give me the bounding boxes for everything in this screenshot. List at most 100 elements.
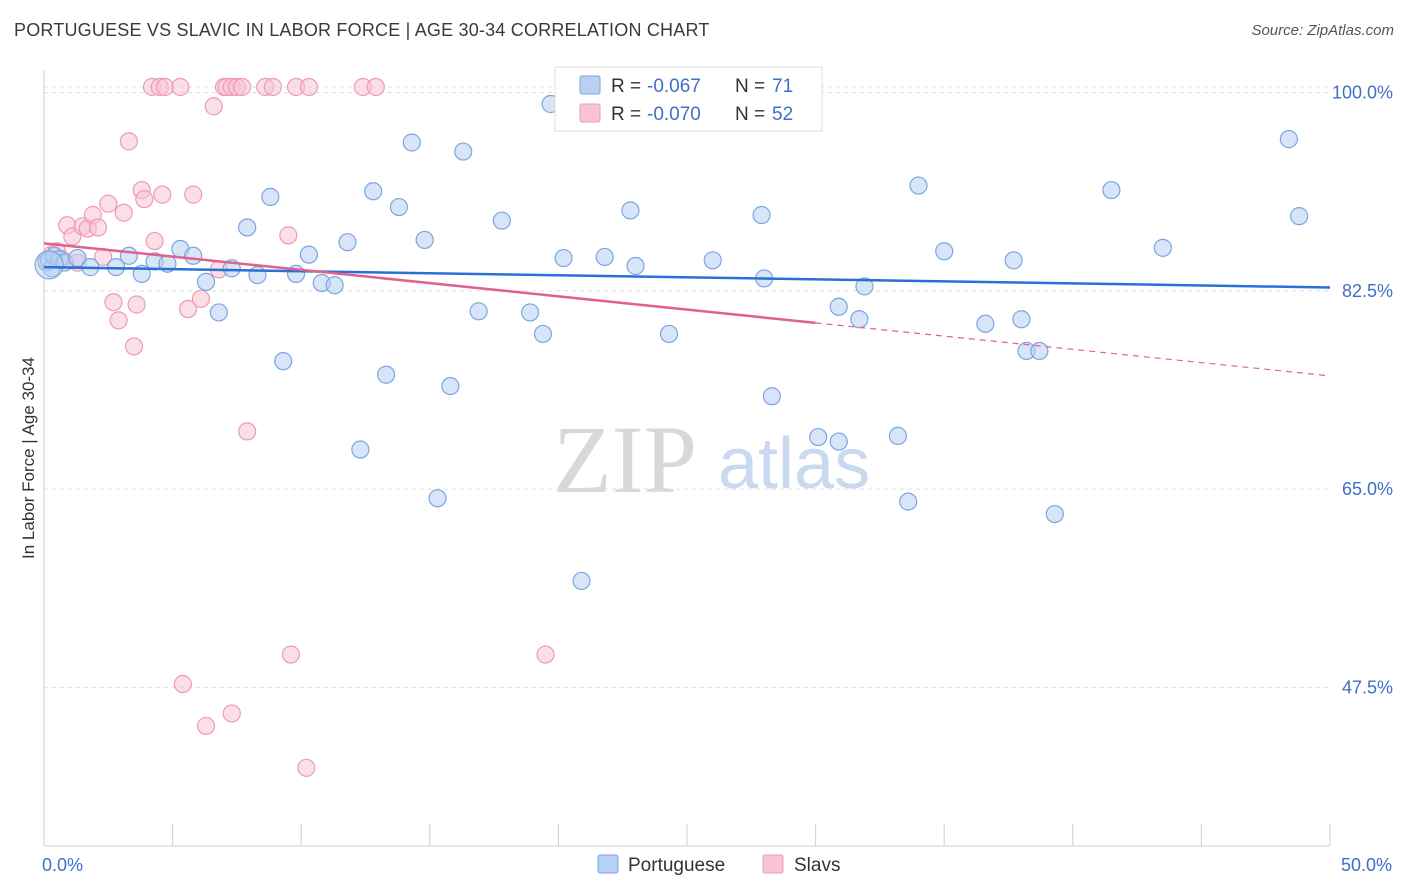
legend-r-value-portuguese: -0.067 xyxy=(647,76,701,97)
slavs-point xyxy=(238,422,257,441)
slavs-point xyxy=(145,231,164,251)
portuguese-swatch xyxy=(579,75,601,95)
slavs-point xyxy=(171,77,190,97)
portuguese-point xyxy=(184,246,203,265)
portuguese-point xyxy=(850,310,869,329)
portuguese-point xyxy=(626,256,645,276)
slavs-point xyxy=(109,311,128,330)
portuguese-point xyxy=(935,242,954,261)
y-tick-label: 65.0% xyxy=(1342,479,1393,499)
portuguese-point xyxy=(389,197,409,217)
portuguese-point xyxy=(899,492,918,511)
slavs-point xyxy=(99,194,118,213)
portuguese-point xyxy=(703,251,722,270)
trend-lines xyxy=(43,242,1331,377)
y-tick-label: 82.5% xyxy=(1342,281,1393,301)
portuguese-point xyxy=(752,205,771,225)
legend-portuguese-label: Portuguese xyxy=(628,855,725,876)
portuguese-point xyxy=(1012,310,1031,329)
slavs-point xyxy=(114,203,133,222)
slavs-swatch xyxy=(579,103,601,123)
slavs-point xyxy=(204,97,223,116)
slavs-point xyxy=(263,77,283,97)
portuguese-point xyxy=(976,314,995,333)
portuguese-points xyxy=(34,77,1309,591)
portuguese-point xyxy=(533,324,553,344)
x-tick-label: 0.0% xyxy=(42,855,83,875)
portuguese-point xyxy=(595,247,614,267)
legend-slavs-swatch xyxy=(762,854,784,874)
portuguese-point xyxy=(454,142,473,161)
portuguese-point xyxy=(261,187,280,206)
x-tick-label: 50.0% xyxy=(1341,855,1392,875)
portuguese-point xyxy=(338,233,357,252)
watermark-atlas: atlas xyxy=(718,424,870,504)
x-ticks xyxy=(43,824,1331,846)
slavs-point xyxy=(366,77,385,97)
slavs-point xyxy=(135,190,154,209)
portuguese-point xyxy=(402,133,421,152)
portuguese-point xyxy=(376,365,396,384)
portuguese-point xyxy=(521,303,540,322)
portuguese-point xyxy=(119,246,138,265)
portuguese-point xyxy=(1102,180,1121,200)
series-legend: Portuguese Slavs xyxy=(597,854,840,876)
y-tick-labels: 100.0% 82.5% 65.0% 47.5% xyxy=(1332,83,1393,698)
portuguese-point xyxy=(572,571,591,591)
slavs-point xyxy=(232,77,252,97)
chart-title: PORTUGUESE VS SLAVIC IN LABOR FORCE | AG… xyxy=(14,20,710,40)
slavs-point xyxy=(119,132,138,151)
legend-portuguese-swatch xyxy=(597,854,619,874)
portuguese-point xyxy=(415,230,434,250)
slavs-point xyxy=(279,226,298,245)
gridlines xyxy=(44,86,1330,688)
portuguese-point xyxy=(441,376,460,396)
stats-legend: R = -0.067 N = 71 R = -0.070 N = 52 xyxy=(554,66,823,132)
slavs-point xyxy=(124,337,144,356)
portuguese-point xyxy=(325,276,344,295)
portuguese-point xyxy=(1004,251,1023,270)
slavs-point xyxy=(155,77,174,97)
legend-r-value-slavs: -0.070 xyxy=(647,104,701,125)
portuguese-point xyxy=(274,352,293,371)
portuguese-point xyxy=(1279,130,1298,149)
portuguese-point xyxy=(909,176,928,195)
portuguese-point xyxy=(762,387,781,406)
x-tick-labels: 0.0% 50.0% xyxy=(42,855,1392,875)
y-tick-label: 47.5% xyxy=(1342,677,1393,697)
chart-source: Source: ZipAtlas.com xyxy=(1251,22,1394,39)
slavs-point xyxy=(191,289,210,308)
slavs-point xyxy=(222,704,241,723)
portuguese-point xyxy=(888,426,908,446)
y-tick-label: 100.0% xyxy=(1332,83,1393,103)
portuguese-point xyxy=(554,248,573,268)
y-axis-title: In Labor Force | Age 30-34 xyxy=(19,357,38,559)
slavs-point xyxy=(536,645,555,664)
slavs-point xyxy=(88,218,108,237)
slavs-point xyxy=(297,758,316,777)
portuguese-trend-line xyxy=(43,265,1331,289)
slavs-point xyxy=(178,299,198,319)
portuguese-point xyxy=(855,277,874,296)
portuguese-point xyxy=(351,440,370,459)
legend-n-label-slavs: N = xyxy=(735,104,765,125)
legend-n-value-slavs: 52 xyxy=(772,104,793,125)
portuguese-point xyxy=(492,211,511,230)
slavs-point xyxy=(196,716,216,736)
portuguese-point xyxy=(364,182,383,201)
slavs-trend-line-extension xyxy=(815,322,1331,377)
portuguese-point xyxy=(299,245,319,264)
portuguese-point xyxy=(1030,341,1049,361)
slavs-point xyxy=(299,77,319,97)
portuguese-point xyxy=(659,324,679,344)
slavs-point xyxy=(184,185,203,204)
portuguese-point xyxy=(621,201,640,220)
portuguese-point xyxy=(248,265,267,285)
portuguese-point xyxy=(829,432,848,451)
legend-n-value-portuguese: 71 xyxy=(772,76,793,97)
portuguese-point xyxy=(1153,238,1172,257)
slavs-point xyxy=(153,185,172,204)
watermark-zip: ZIP xyxy=(553,406,697,513)
portuguese-point xyxy=(209,303,228,322)
portuguese-point xyxy=(1045,504,1064,524)
